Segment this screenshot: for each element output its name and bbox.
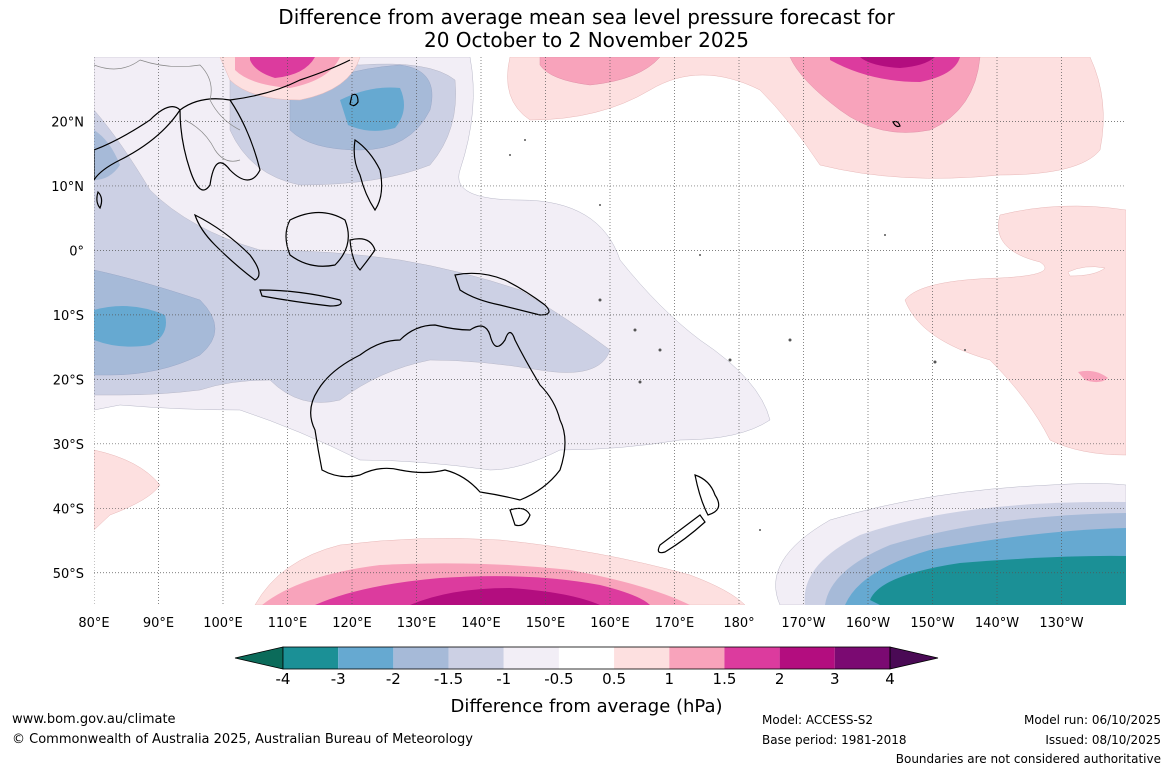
lon-tick-label: 130°E	[397, 616, 437, 631]
anomaly-region-plus-0.5-west-sw	[94, 449, 161, 531]
lat-tick-label: 10°N	[51, 180, 84, 195]
lon-tick-label: 110°E	[268, 616, 308, 631]
model-name: Model: ACCESS-S2	[762, 713, 874, 727]
sri-lanka-coast	[96, 190, 103, 210]
latitude-tick-labels: 20°N 10°N 0° 10°S 20°S 30°S 40°S 50°S	[51, 115, 84, 581]
colorbar-segment	[669, 647, 725, 669]
australia-coast	[310, 324, 566, 501]
lon-tick-label: 160°E	[590, 616, 630, 631]
anomaly-region-plus-1.5-north-pacific	[830, 57, 960, 82]
boundary-disclaimer: Boundaries are not considered authoritat…	[895, 752, 1161, 766]
lat-tick-label: 20°S	[53, 373, 84, 388]
country-borders	[94, 59, 241, 162]
anomaly-region-plus-0.5-east	[904, 205, 1126, 456]
new-zealand-south	[657, 514, 706, 554]
java-coast	[259, 289, 342, 307]
india-coast	[94, 106, 181, 182]
lon-tick-label: 180°	[723, 616, 754, 631]
colorbar-tick-label: -1	[496, 670, 512, 688]
colorbar-segment	[283, 647, 339, 669]
pressure-anomaly-map: 80°E 90°E 100°E 110°E 120°E 130°E 140°E 150°E 16…	[51, 57, 1126, 670]
issued-date: Issued: 08/10/2025	[1045, 733, 1161, 747]
anomaly-region-minus-1.5-west2	[94, 130, 120, 180]
lon-tick-label: 150°E	[526, 616, 566, 631]
colorbar-label: Difference from average (hPa)	[450, 696, 723, 717]
lon-tick-label: 170°E	[655, 616, 695, 631]
taiwan-coast	[349, 93, 359, 107]
sulawesi-coast	[349, 238, 376, 271]
lon-tick-label: 120°E	[332, 616, 372, 631]
map-title-line2: 20 October to 2 November 2025	[423, 28, 750, 52]
lon-tick-label: 140°E	[461, 616, 501, 631]
colorbar-segment	[779, 647, 835, 669]
anomaly-region-plus-1.5-se-asia	[250, 57, 315, 78]
colorbar-tick-label: 2	[774, 670, 785, 688]
lon-tick-label: 90°E	[143, 616, 174, 631]
colorbar-tick-label: -0.5	[544, 670, 574, 688]
china-coast	[229, 59, 351, 101]
lon-tick-label: 130°W	[1039, 616, 1083, 631]
colorbar-tick-label: -1.5	[433, 670, 464, 688]
map-title-line1: Difference from average mean sea level p…	[278, 5, 895, 29]
sumatra-coast	[193, 213, 260, 281]
colorbar-segment	[834, 647, 890, 669]
lon-tick-label: 100°E	[203, 616, 243, 631]
anomaly-field	[94, 57, 1126, 605]
colorbar-tick-label: -3	[330, 670, 346, 688]
colorbar-extend-low	[234, 646, 284, 670]
lon-tick-label: 140°W	[975, 616, 1019, 631]
anomaly-region-plus-1-east	[1078, 370, 1108, 383]
anomaly-region-minus-2-west	[94, 306, 166, 347]
lon-tick-label: 160°W	[846, 616, 890, 631]
lat-tick-label: 20°N	[51, 115, 84, 130]
anomaly-region-minus-3-se	[870, 555, 1126, 605]
colorbar-tick-label: 4	[885, 670, 895, 688]
lat-tick-label: 40°S	[53, 502, 84, 517]
colorbar-segment	[503, 647, 559, 669]
anomaly-region-plus-2-north-pacific	[860, 57, 935, 68]
lat-tick-label: 0°	[69, 244, 84, 259]
graticule	[94, 57, 1126, 605]
anomaly-region-minus-2-north	[340, 87, 404, 131]
anomaly-region-minus-0.5-hole	[1067, 266, 1106, 277]
pacific-islands	[509, 139, 966, 531]
lat-tick-label: 50°S	[53, 567, 84, 582]
lon-tick-label: 80°E	[78, 616, 109, 631]
colorbar-segment	[558, 647, 615, 669]
colorbar-segment	[724, 647, 780, 669]
colorbar-tick-label: -4	[275, 670, 291, 688]
colorbar-tick-label: 0.5	[602, 670, 627, 688]
philippines-coast	[353, 138, 383, 212]
colorbar-segment	[448, 647, 504, 669]
colorbar-tick-label: 1.5	[712, 670, 737, 688]
borneo-coast	[285, 211, 349, 267]
colorbar-tick-label: 1	[664, 670, 675, 688]
base-period: Base period: 1981-2018	[762, 733, 907, 747]
lat-tick-label: 10°S	[53, 309, 84, 324]
lon-tick-label: 150°W	[910, 616, 954, 631]
colorbar-extend-high	[889, 646, 939, 670]
colorbar-tick-label: 3	[830, 670, 840, 688]
tasmania-coast	[509, 507, 531, 527]
colorbar-segment	[393, 647, 449, 669]
colorbar-segment	[338, 647, 394, 669]
website-link[interactable]: www.bom.gov.au/climate	[12, 712, 176, 727]
anomaly-region-plus-2-south	[410, 588, 600, 605]
lat-tick-label: 30°S	[53, 438, 84, 453]
anomaly-region-minus-1	[94, 109, 611, 403]
colorbar-tick-label: -2	[385, 670, 401, 688]
colorbar-segment	[614, 647, 670, 669]
model-run-date: Model run: 06/10/2025	[1023, 713, 1161, 727]
colorbar-frame	[282, 646, 891, 670]
new-zealand-north	[694, 474, 720, 516]
new-guinea-coast	[454, 272, 550, 316]
copyright-text: © Commonwealth of Australia 2025, Austra…	[12, 732, 473, 747]
lon-tick-label: 170°W	[781, 616, 825, 631]
longitude-tick-labels: 80°E 90°E 100°E 110°E 120°E 130°E 140°E 150°E 16…	[78, 616, 1083, 631]
coastlines	[94, 59, 901, 554]
colorbar	[234, 646, 939, 670]
